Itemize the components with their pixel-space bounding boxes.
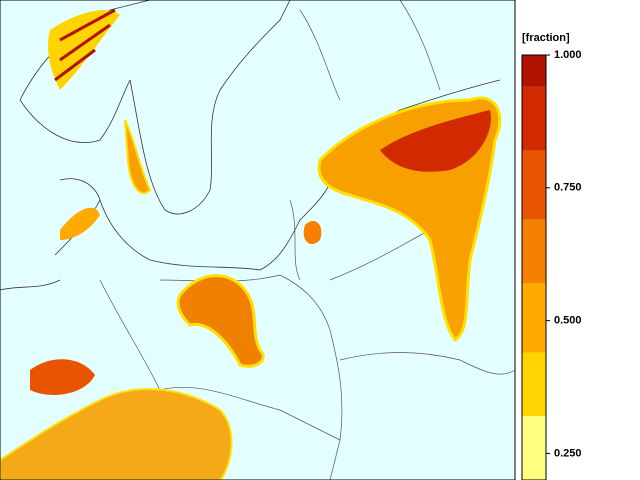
fraction-area (303, 220, 322, 245)
legend-band (522, 150, 546, 220)
legend-band (522, 416, 546, 480)
legend-tick-label: 1.000 (554, 49, 582, 61)
legend-band (522, 86, 546, 151)
legend-band (522, 55, 546, 87)
fraction-streak (54, 8, 116, 82)
legend-tick-label: 0.250 (554, 447, 582, 459)
legend-band (522, 219, 546, 284)
legend-band (522, 352, 546, 417)
legend-tick-label: 0.500 (554, 315, 582, 327)
legend-tick-label: 0.750 (554, 182, 582, 194)
map-panel (0, 0, 516, 480)
map-frame (0, 0, 516, 480)
fraction-area (124, 119, 152, 195)
legend-title: [fraction] (522, 32, 570, 44)
fraction-area (0, 388, 233, 480)
fraction-core (380, 110, 491, 172)
legend-frame (521, 54, 547, 480)
fraction-area (60, 207, 100, 240)
fraction-area (30, 359, 95, 395)
fraction-area (176, 274, 265, 368)
legend-band (522, 283, 546, 353)
